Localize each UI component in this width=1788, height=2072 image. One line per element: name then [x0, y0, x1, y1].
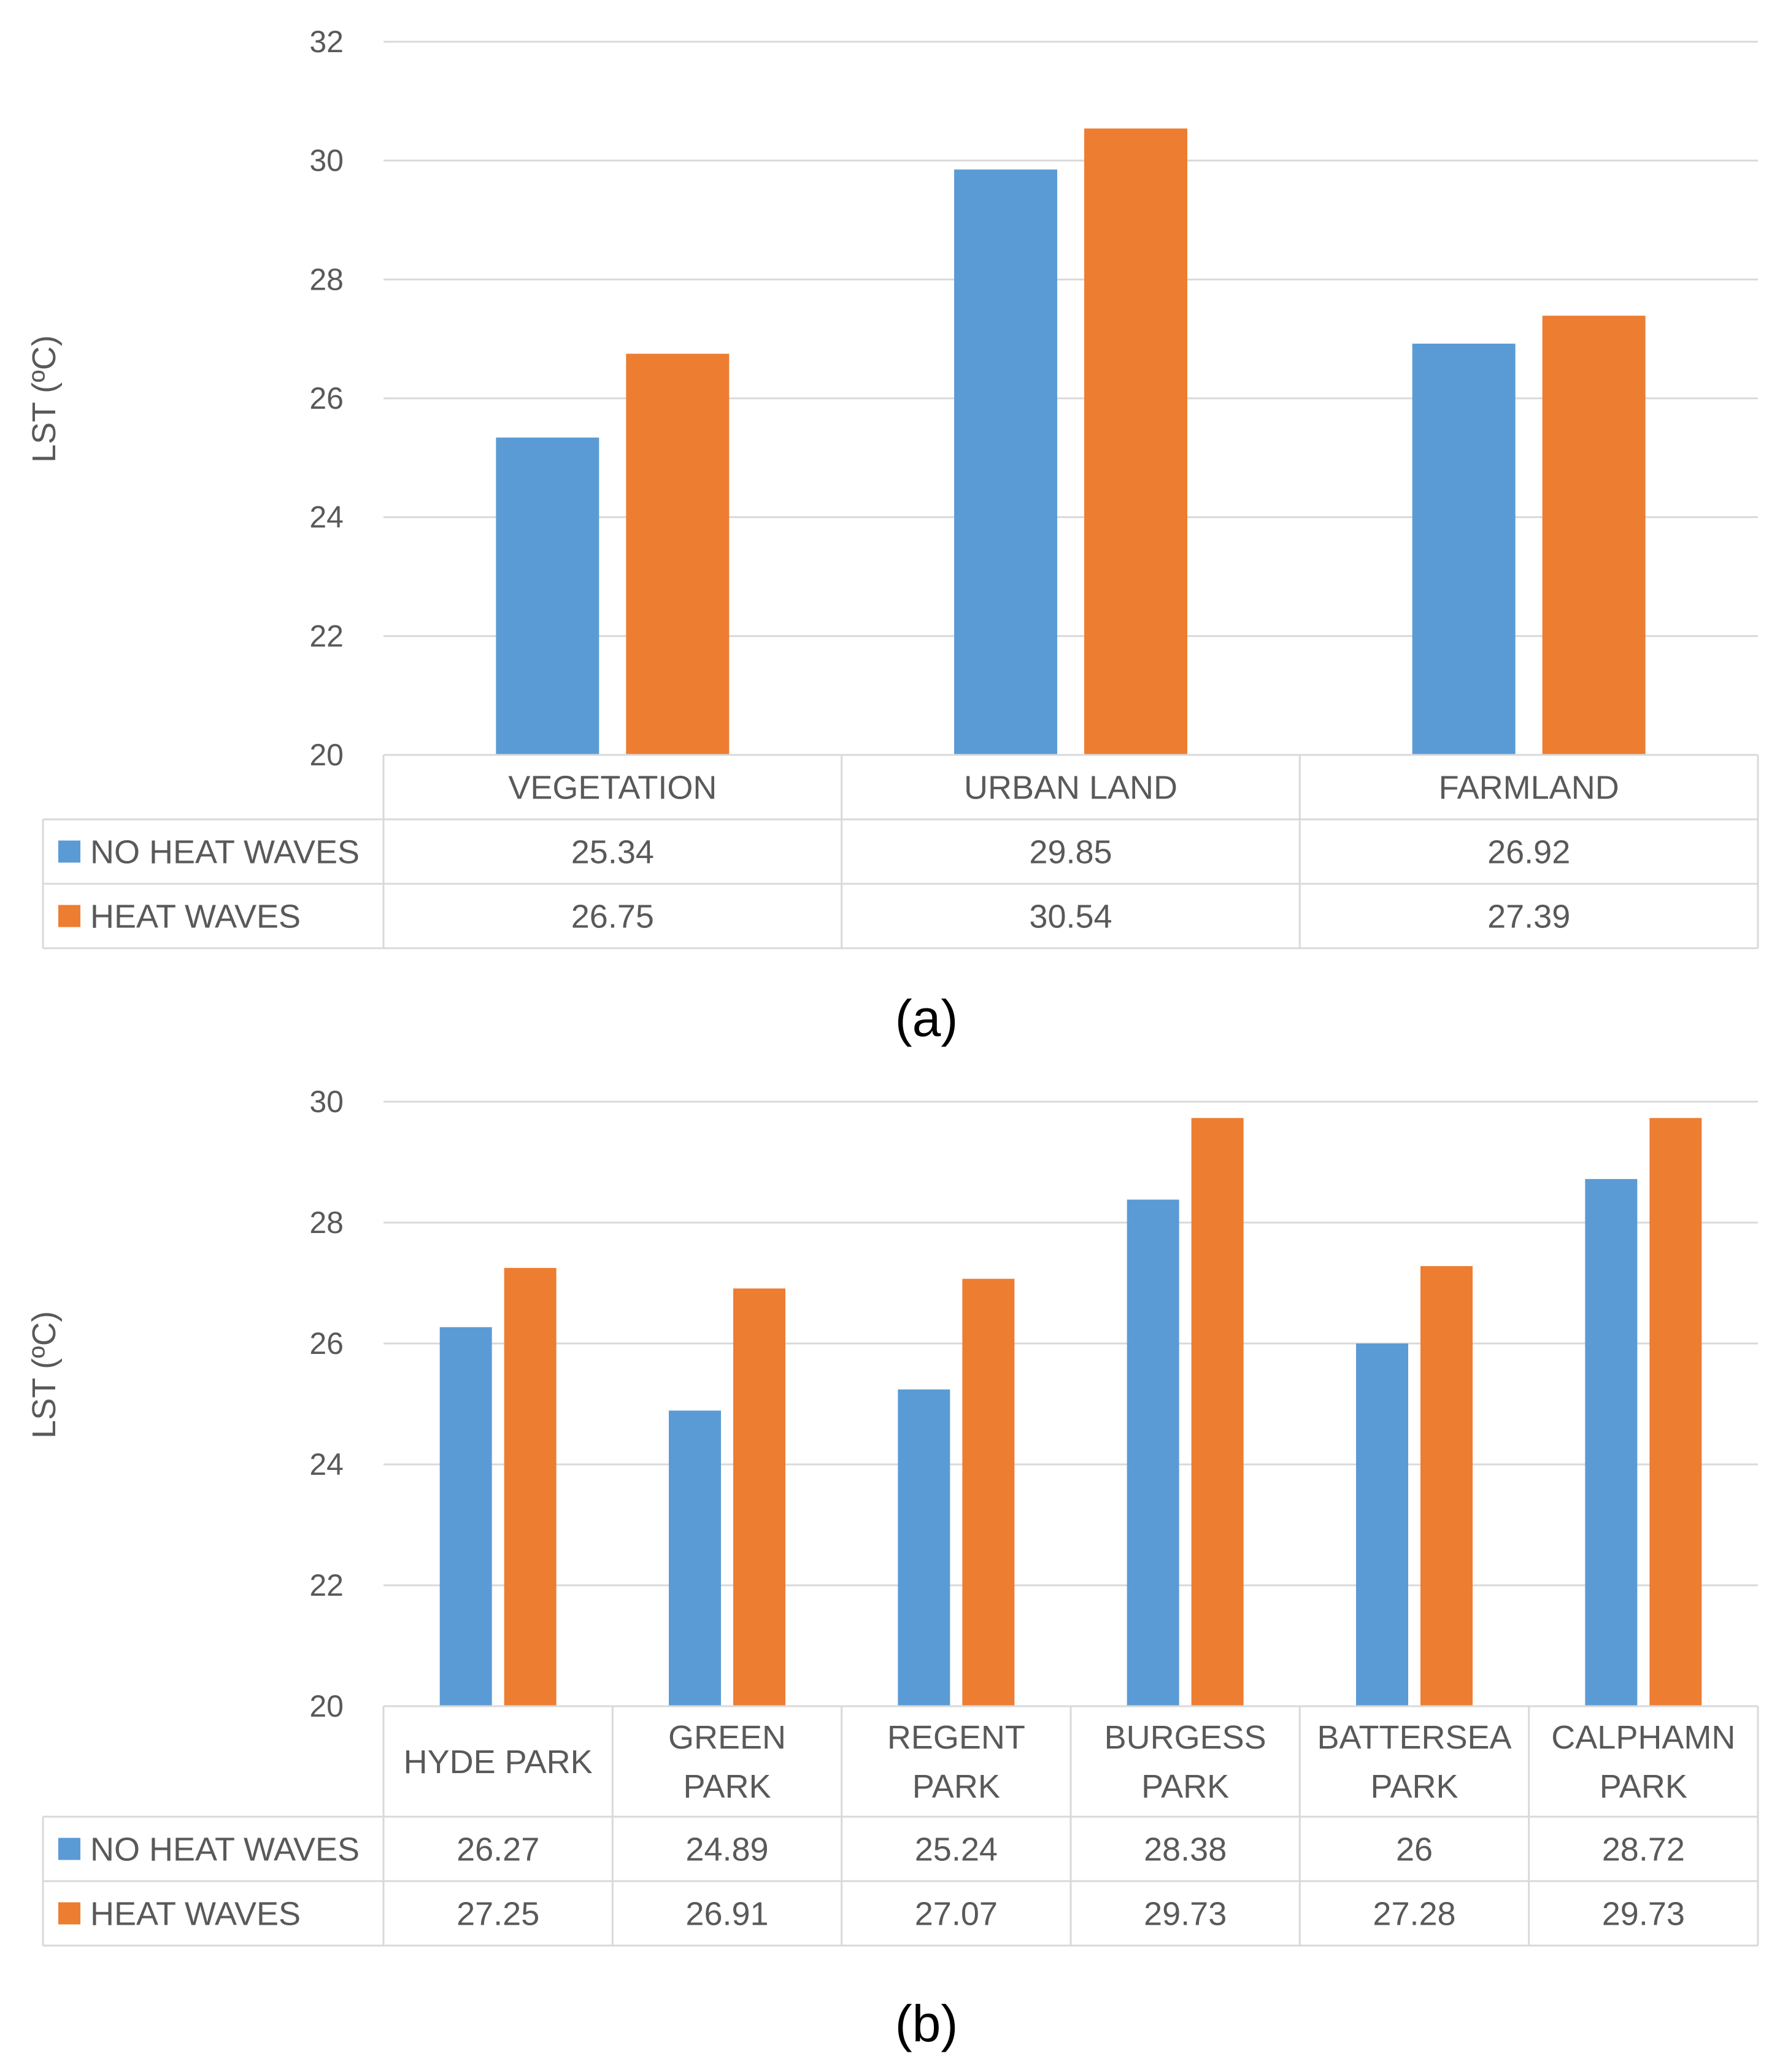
- chart-a-data-label: 25.34: [571, 834, 654, 871]
- chart-b-y-axis-label: LST (ºC): [26, 1311, 63, 1439]
- chart-a-y-tick-label: 30: [309, 144, 344, 178]
- chart-b-data-label: 25.24: [915, 1831, 998, 1868]
- chart-b-data-label: 28.72: [1602, 1831, 1685, 1868]
- chart-a-legend-key-no-heat-waves: [58, 840, 80, 863]
- chart-b-category-label: PARK: [1600, 1768, 1687, 1805]
- chart-b-bar-heat-waves: [733, 1288, 785, 1706]
- chart-b-y-tick-label: 26: [309, 1326, 344, 1361]
- chart-b-category-label: PARK: [1370, 1768, 1458, 1805]
- chart-b-y-tick-label: 22: [309, 1568, 344, 1602]
- chart-a-bar-heat-waves: [1084, 128, 1187, 756]
- chart-b-category-label: GREEN: [668, 1719, 786, 1756]
- chart-b-data-label: 27.07: [915, 1896, 998, 1933]
- chart-a-bar-no-heat-waves: [954, 169, 1057, 756]
- chart-b-category-label: PARK: [683, 1768, 771, 1805]
- chart-b-category-label: BURGESS: [1104, 1719, 1266, 1756]
- chart-b-data-label: 26.27: [457, 1831, 539, 1868]
- chart-a-y-axis-label: LST (ºC): [26, 335, 63, 463]
- caption-b: (b): [895, 1995, 958, 2052]
- chart-a-data-label: 26.92: [1487, 834, 1570, 871]
- chart-a-y-tick-label: 28: [309, 262, 344, 296]
- chart-a-data-label: 30.54: [1029, 899, 1112, 935]
- chart-a-bar-heat-waves: [626, 354, 730, 755]
- chart-a-category-label: FARMLAND: [1439, 770, 1619, 806]
- chart-b-data-label: 29.73: [1144, 1896, 1227, 1933]
- chart-b-y-tick-label: 20: [309, 1689, 344, 1723]
- chart-b-bar-no-heat-waves: [1356, 1343, 1408, 1706]
- chart-b-bar-no-heat-waves: [1127, 1199, 1179, 1706]
- chart-b: 20 22 24 26 28 30 LST (ºC) HYDE PARK GREEN PARK RE…: [26, 1084, 1759, 1947]
- chart-b-legend-label-no-heat-waves: NO HEAT WAVES: [90, 1831, 360, 1868]
- chart-a-y-tick-label: 22: [309, 619, 344, 653]
- chart-b-category-label: PARK: [912, 1768, 1000, 1805]
- chart-b-bar-no-heat-waves: [898, 1389, 950, 1706]
- chart-b-category-label: BATTERSEA: [1317, 1719, 1511, 1756]
- chart-b-category-label: REGENT: [887, 1719, 1025, 1756]
- chart-b-data-label: 26: [1396, 1831, 1433, 1868]
- chart-b-data-label: 29.73: [1602, 1896, 1685, 1933]
- chart-a-bar-no-heat-waves: [496, 437, 599, 755]
- chart-a-category-label: VEGETATION: [508, 770, 717, 806]
- chart-a-bar-no-heat-waves: [1412, 343, 1516, 755]
- chart-a-y-tick-label: 32: [309, 25, 344, 59]
- chart-b-bar-heat-waves: [1649, 1118, 1702, 1706]
- chart-b-bar-heat-waves: [504, 1267, 557, 1706]
- chart-b-bar-no-heat-waves: [669, 1410, 721, 1706]
- chart-a-data-label: 29.85: [1029, 834, 1112, 871]
- chart-b-y-tick-label: 30: [309, 1084, 344, 1119]
- chart-a-category-label: URBAN LAND: [964, 770, 1177, 806]
- chart-b-category-label: PARK: [1141, 1768, 1229, 1805]
- chart-a-legend-label-heat-waves: HEAT WAVES: [90, 899, 301, 935]
- chart-b-data-label: 27.28: [1373, 1896, 1455, 1933]
- chart-b-y-tick-label: 28: [309, 1205, 344, 1240]
- chart-b-legend-key-heat-waves: [58, 1902, 80, 1925]
- chart-b-category-label: CALPHAMN: [1551, 1719, 1735, 1756]
- caption-a: (a): [895, 989, 958, 1047]
- chart-a-y-tick-label: 24: [309, 500, 344, 535]
- chart-b-data-label: 28.38: [1144, 1831, 1227, 1868]
- chart-b-category-label: HYDE PARK: [404, 1744, 593, 1780]
- chart-b-data-label: 26.91: [685, 1896, 768, 1933]
- chart-a-y-tick-label: 26: [309, 381, 344, 416]
- chart-b-data-label: 27.25: [457, 1896, 539, 1933]
- chart-a-y-tick-label: 20: [309, 738, 344, 772]
- chart-b-legend-label-heat-waves: HEAT WAVES: [90, 1896, 301, 1933]
- chart-b-y-tick-label: 24: [309, 1447, 344, 1482]
- chart-b-bar-no-heat-waves: [439, 1327, 492, 1706]
- chart-b-data-label: 24.89: [685, 1831, 768, 1868]
- chart-b-bar-heat-waves: [1191, 1118, 1244, 1706]
- chart-b-bar-heat-waves: [1420, 1266, 1473, 1706]
- chart-a-data-label: 27.39: [1487, 899, 1570, 935]
- chart-a-data-label: 26.75: [571, 899, 654, 935]
- chart-a-bar-heat-waves: [1542, 315, 1646, 755]
- chart-a-legend-label-no-heat-waves: NO HEAT WAVES: [90, 834, 360, 871]
- chart-a-legend-key-heat-waves: [58, 905, 80, 927]
- chart-a: 20 22 24 26 28 30 32 LST (ºC) VEGETATION URBAN LA…: [26, 25, 1759, 949]
- chart-b-bar-no-heat-waves: [1585, 1179, 1638, 1706]
- chart-b-legend-key-no-heat-waves: [58, 1838, 80, 1860]
- chart-b-bar-heat-waves: [962, 1278, 1015, 1706]
